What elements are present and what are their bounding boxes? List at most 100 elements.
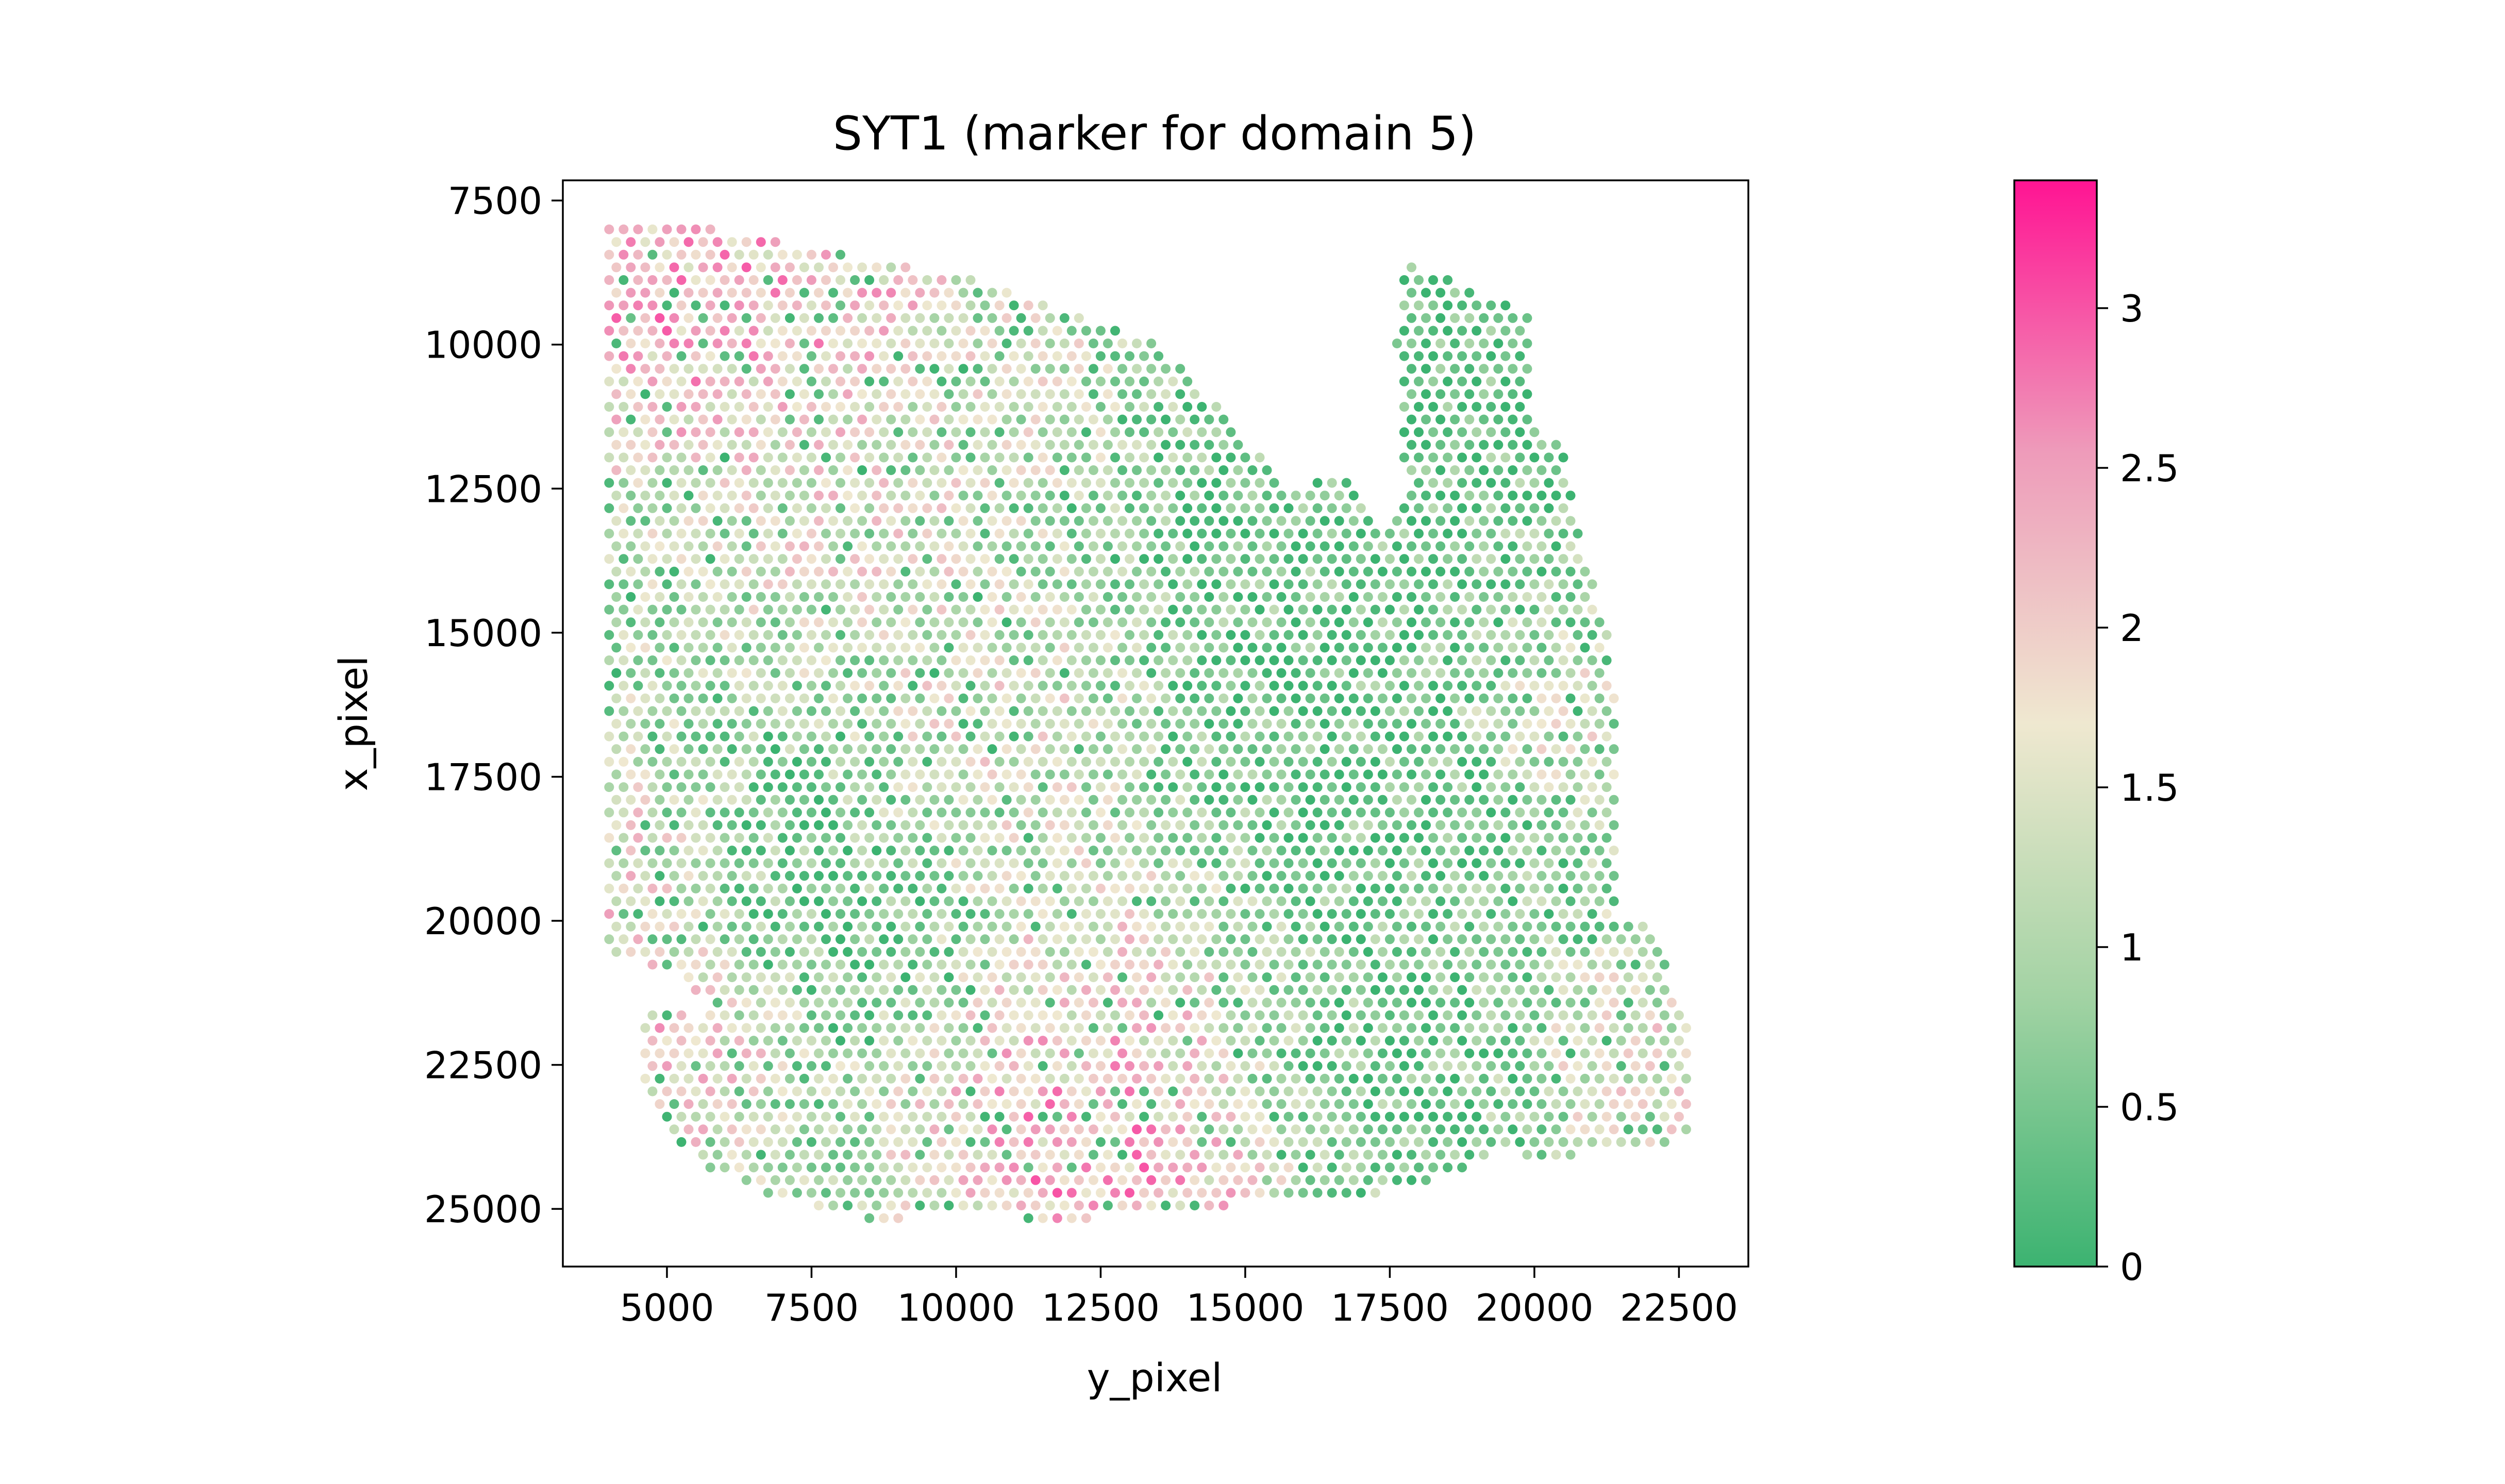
spot-point	[1023, 579, 1033, 589]
spot-point	[821, 756, 831, 767]
spot-point	[1457, 326, 1467, 336]
spot-point	[1110, 529, 1120, 538]
spot-point	[727, 465, 737, 475]
spot-point	[814, 465, 824, 475]
spot-point	[1421, 516, 1431, 526]
spot-point	[857, 921, 867, 932]
spot-point	[1377, 1048, 1388, 1058]
spot-point	[1327, 985, 1337, 995]
spot-point	[1544, 1010, 1554, 1020]
spot-point	[951, 909, 961, 919]
spot-point	[1247, 1073, 1258, 1084]
spot-point	[1218, 769, 1229, 780]
spot-point	[1190, 414, 1200, 425]
spot-point	[900, 921, 911, 932]
spot-point	[1023, 731, 1033, 741]
spot-point	[1500, 478, 1511, 488]
spot-point	[1421, 364, 1431, 374]
spot-point	[1095, 579, 1106, 589]
spot-point	[662, 402, 672, 412]
spot-point	[1537, 1124, 1547, 1135]
spot-point	[951, 376, 961, 386]
spot-point	[1573, 883, 1583, 893]
spot-point	[1435, 668, 1446, 678]
spot-point	[864, 1036, 875, 1046]
spot-point	[1182, 579, 1193, 589]
spot-point	[1356, 630, 1366, 640]
spot-point	[1384, 731, 1395, 741]
spot-point	[655, 795, 665, 805]
spot-point	[1081, 833, 1091, 843]
spot-point	[1479, 339, 1489, 348]
spot-point	[806, 807, 816, 818]
spot-point	[1493, 617, 1504, 628]
spot-point	[900, 288, 911, 298]
spot-point	[1341, 985, 1351, 995]
spot-point	[1001, 1099, 1012, 1109]
spot-point	[1435, 364, 1446, 374]
spot-point	[1508, 1048, 1518, 1058]
spot-point	[872, 795, 882, 805]
spot-point	[1573, 731, 1583, 741]
spot-point	[1269, 579, 1279, 589]
spot-point	[655, 719, 665, 729]
spot-point	[1320, 1023, 1330, 1033]
spot-point	[1197, 503, 1207, 513]
spot-point	[1269, 706, 1279, 716]
spot-point	[922, 579, 932, 589]
spot-point	[655, 440, 665, 450]
spot-point	[864, 275, 875, 285]
spot-point	[973, 1023, 983, 1033]
spot-point	[1594, 846, 1605, 856]
spot-point	[655, 693, 665, 703]
spot-point	[1594, 668, 1605, 678]
spot-point	[1348, 795, 1359, 805]
spot-point	[879, 300, 889, 311]
spot-point	[1218, 516, 1229, 526]
spot-point	[1088, 795, 1098, 805]
spot-point	[1175, 491, 1185, 501]
spot-point	[1609, 820, 1619, 830]
spot-point	[655, 288, 665, 298]
spot-point	[1435, 643, 1446, 653]
spot-point	[1377, 846, 1388, 856]
spot-point	[1370, 1010, 1380, 1020]
spot-point	[1515, 681, 1525, 691]
spot-point	[1551, 516, 1561, 526]
spot-point	[1565, 1150, 1576, 1160]
spot-point	[1030, 440, 1041, 450]
spot-point	[734, 579, 744, 589]
spot-point	[691, 604, 701, 615]
spot-point	[1450, 440, 1460, 450]
spot-point	[1211, 934, 1222, 945]
spot-point	[1298, 1036, 1308, 1046]
spot-point	[1414, 1137, 1424, 1147]
spot-point	[1464, 1150, 1475, 1160]
spot-point	[915, 871, 925, 881]
spot-point	[1139, 655, 1149, 665]
spot-point	[691, 630, 701, 640]
spot-point	[1045, 313, 1055, 323]
spot-point	[1190, 921, 1200, 932]
spot-point	[944, 947, 954, 957]
spot-point	[734, 604, 744, 615]
spot-point	[987, 1124, 997, 1135]
spot-point	[1132, 465, 1142, 475]
spot-point	[1154, 529, 1164, 538]
spot-point	[1059, 693, 1070, 703]
spot-point	[655, 643, 665, 653]
spot-point	[843, 617, 853, 628]
spot-point	[1038, 503, 1048, 513]
spot-point	[1139, 681, 1149, 691]
spot-point	[1356, 1036, 1366, 1046]
spot-point	[662, 959, 672, 970]
spot-point	[1168, 376, 1178, 386]
spot-point	[994, 300, 1005, 311]
spot-point	[799, 998, 809, 1008]
spot-point	[1399, 1162, 1409, 1173]
spot-point	[792, 452, 802, 463]
spot-point	[929, 998, 940, 1008]
spot-point	[691, 529, 701, 538]
spot-point	[1218, 1124, 1229, 1135]
spot-point	[1059, 414, 1070, 425]
